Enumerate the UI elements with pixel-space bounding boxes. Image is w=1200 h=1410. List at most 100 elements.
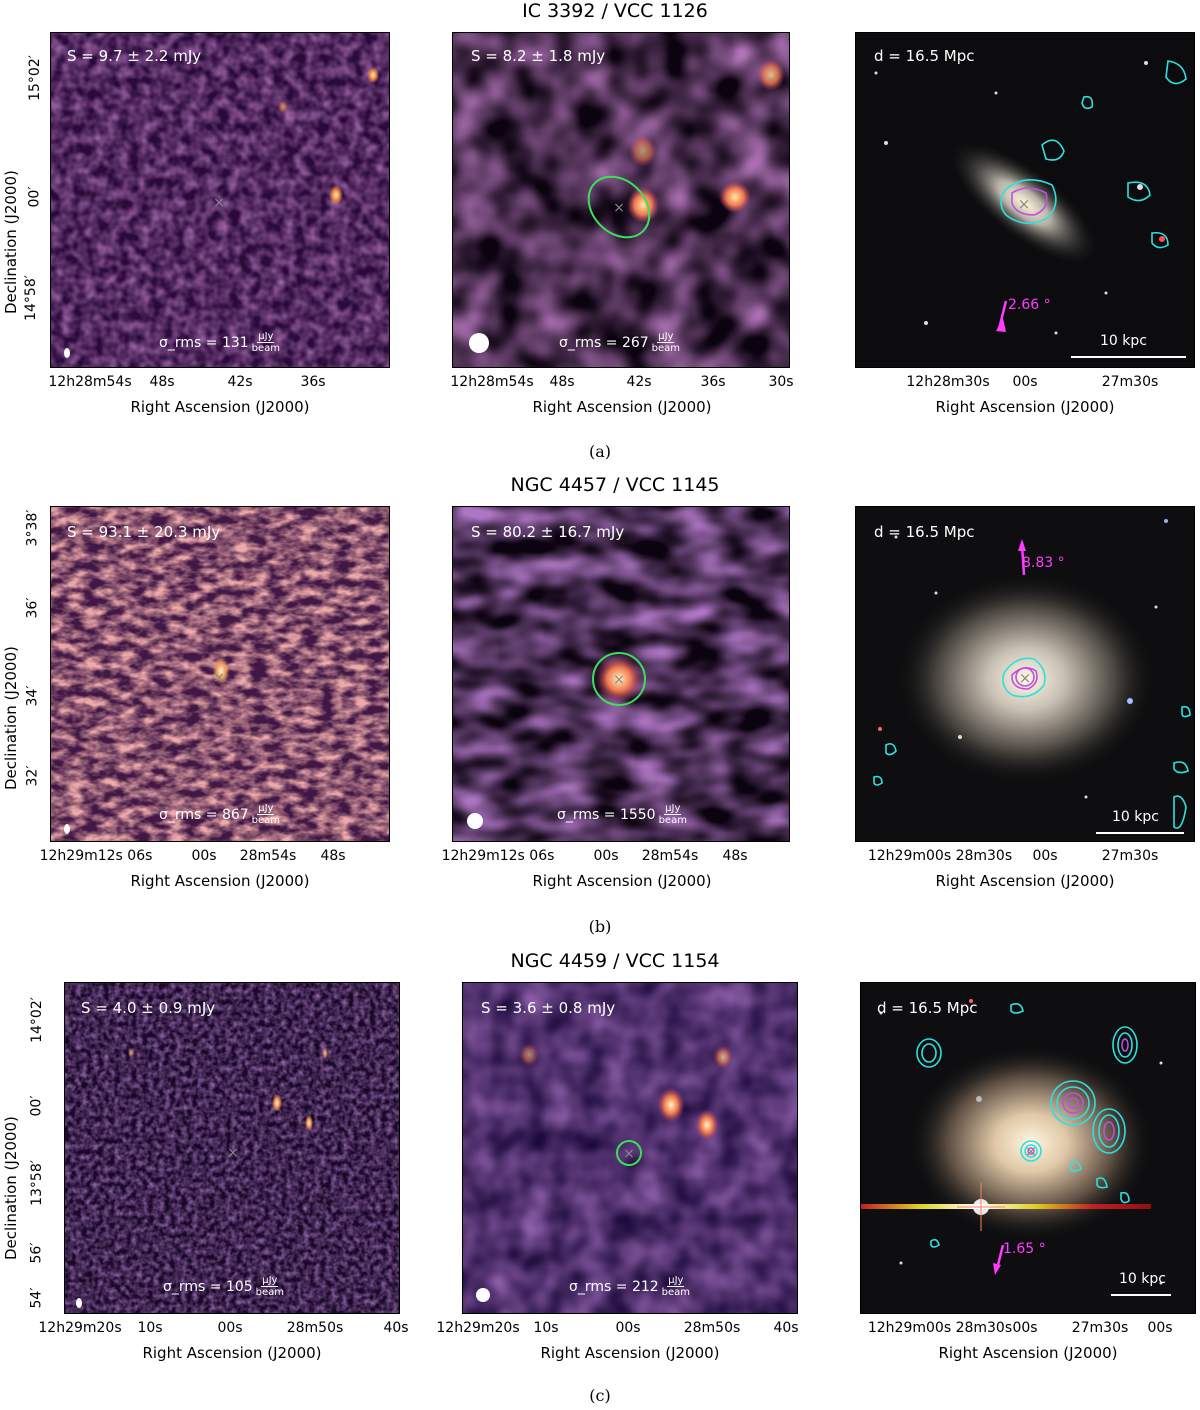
rms-unit-bottom: beam: [658, 815, 687, 826]
x-tick: 00s: [1032, 848, 1058, 864]
rms-value: σ_rms = 267: [559, 334, 649, 351]
optical-image-with-contours: × d = 16.5 Mpc 2.66 ° 10 kpc: [855, 32, 1195, 368]
y-tick: 14°02′: [28, 997, 45, 1043]
radio-map-image: ×: [51, 33, 389, 367]
x-tick: 36s: [300, 374, 326, 390]
x-tick: 36s: [700, 374, 726, 390]
rms-unit: μJy beam: [659, 803, 687, 826]
radio-map-smoothed: × S = 80.2 ± 16.7 mJy σ_rms = 1550 μJy be…: [452, 506, 790, 842]
rms-label: σ_rms = 1550 μJy beam: [557, 803, 687, 826]
x-tick: 40s: [383, 1320, 409, 1336]
svg-text:×: ×: [227, 1145, 239, 1161]
rms-unit: μJy beam: [662, 1275, 690, 1298]
x-tick: 12h29m12s 06s: [441, 848, 555, 864]
scale-bar-label: 10 kpc: [1119, 1271, 1166, 1287]
x-axis-label: Right Ascension (J2000): [130, 398, 310, 416]
x-axis-label: Right Ascension (J2000): [142, 1344, 322, 1362]
rms-unit-bottom: beam: [651, 343, 681, 354]
y-tick: 13°58′: [28, 1160, 45, 1206]
x-axis-label: Right Ascension (J2000): [130, 872, 310, 890]
x-tick: 12h29m00s 28m30s: [867, 1320, 1013, 1336]
rms-label: σ_rms = 867 μJy beam: [159, 803, 280, 826]
svg-text:×: ×: [613, 672, 625, 688]
x-tick: 00s: [615, 1320, 641, 1336]
optical-image: ×: [856, 33, 1194, 367]
x-tick: 12h29m20s: [436, 1320, 520, 1336]
radio-map-image: ×: [51, 507, 389, 841]
flux-label: S = 80.2 ± 16.7 mJy: [471, 523, 625, 541]
x-axis-label: Right Ascension (J2000): [935, 398, 1115, 416]
y-tick: 00′: [26, 186, 43, 208]
distance-label: d = 16.5 Mpc: [874, 523, 975, 541]
x-tick: 48s: [320, 848, 346, 864]
y-tick: 3°38′: [24, 509, 41, 547]
x-tick: 00s: [1012, 1320, 1038, 1336]
rms-label: σ_rms = 267 μJy beam: [559, 331, 680, 354]
x-tick: 27m30s: [1101, 374, 1159, 390]
flux-label: S = 93.1 ± 20.3 mJy: [67, 523, 221, 541]
x-tick: 27m30s: [1101, 848, 1159, 864]
rms-unit-top: μJy: [667, 1275, 685, 1287]
rms-unit-top: μJy: [261, 1275, 279, 1287]
scale-bar-label: 10 kpc: [1112, 809, 1159, 825]
svg-text:×: ×: [1018, 195, 1031, 213]
optical-image-with-contours: × d = 16.5 Mpc 8.83 ° 10 kpc: [855, 506, 1195, 842]
rms-label: σ_rms = 131 μJy beam: [159, 331, 280, 354]
radio-map-low-res: × S = 4.0 ± 0.9 mJy σ_rms = 105 μJy beam: [64, 982, 400, 1314]
y-tick: 14°58′: [22, 275, 39, 321]
x-tick: 00s: [191, 848, 217, 864]
inclination-angle: 8.83 °: [1022, 555, 1065, 571]
rms-unit: μJy beam: [252, 331, 280, 354]
x-tick: 48s: [722, 848, 748, 864]
inclination-angle: 1.65 °: [1003, 1241, 1046, 1257]
x-tick: 28m54s: [641, 848, 699, 864]
rms-unit-top: μJy: [657, 331, 675, 343]
x-tick: 48s: [549, 374, 575, 390]
radio-map-smoothed: × S = 3.6 ± 0.8 mJy σ_rms = 212 μJy beam: [462, 982, 798, 1314]
radio-map-low-res: × S = 9.7 ± 2.2 mJy σ_rms = 131 μJy beam: [50, 32, 390, 368]
radio-map-image: ×: [463, 983, 797, 1313]
rms-unit-bottom: beam: [251, 343, 281, 354]
rms-value: σ_rms = 1550: [557, 806, 656, 823]
x-tick: 00s: [593, 848, 619, 864]
x-axis-label: Right Ascension (J2000): [532, 872, 712, 890]
x-tick: 28m50s: [286, 1320, 344, 1336]
svg-text:×: ×: [613, 200, 625, 216]
optical-image-with-contours: × d = 16.5 Mpc 1.65 ° 10 kpc: [860, 982, 1196, 1314]
x-tick: 40s: [773, 1320, 799, 1336]
y-tick: 56′: [28, 1242, 45, 1264]
flux-label: S = 9.7 ± 2.2 mJy: [67, 47, 202, 65]
row-title: IC 3392 / VCC 1126: [522, 0, 708, 22]
scale-bar-label: 10 kpc: [1100, 333, 1147, 349]
x-axis-label: Right Ascension (J2000): [540, 1344, 720, 1362]
x-tick: 12h29m00s 28m30s: [867, 848, 1013, 864]
rms-unit: μJy beam: [652, 331, 680, 354]
x-tick: 12h29m20s: [38, 1320, 122, 1336]
subfigure-caption: (a): [588, 442, 612, 461]
x-tick: 28m50s: [683, 1320, 741, 1336]
inclination-angle: 2.66 °: [1008, 297, 1051, 313]
rms-value: σ_rms = 105: [163, 1278, 253, 1295]
rms-unit-bottom: beam: [661, 1287, 691, 1298]
x-axis-label: Right Ascension (J2000): [532, 398, 712, 416]
row-title: NGC 4459 / VCC 1154: [510, 950, 720, 972]
radio-map-image: ×: [453, 507, 789, 841]
x-tick: 27m30s: [1071, 1320, 1129, 1336]
flux-label: S = 8.2 ± 1.8 mJy: [471, 47, 606, 65]
radio-map-image: ×: [65, 983, 399, 1313]
svg-text:×: ×: [213, 195, 225, 211]
x-axis-label: Right Ascension (J2000): [938, 1344, 1118, 1362]
svg-text:×: ×: [1019, 669, 1032, 687]
distance-label: d = 16.5 Mpc: [877, 999, 978, 1017]
radio-map-low-res: × S = 93.1 ± 20.3 mJy σ_rms = 867 μJy bea…: [50, 506, 390, 842]
subfigure-caption: (b): [588, 917, 612, 936]
y-axis-label: Declination (J2000): [2, 646, 20, 790]
svg-text:×: ×: [213, 670, 225, 686]
y-tick: 32′: [24, 765, 41, 787]
y-tick: 15°02′: [26, 55, 43, 101]
x-tick: 28m54s: [239, 848, 297, 864]
x-tick: 48s: [149, 374, 175, 390]
rms-value: σ_rms = 867: [159, 806, 249, 823]
flux-label: S = 3.6 ± 0.8 mJy: [481, 999, 616, 1017]
y-axis-label: Declination (J2000): [2, 1116, 20, 1260]
